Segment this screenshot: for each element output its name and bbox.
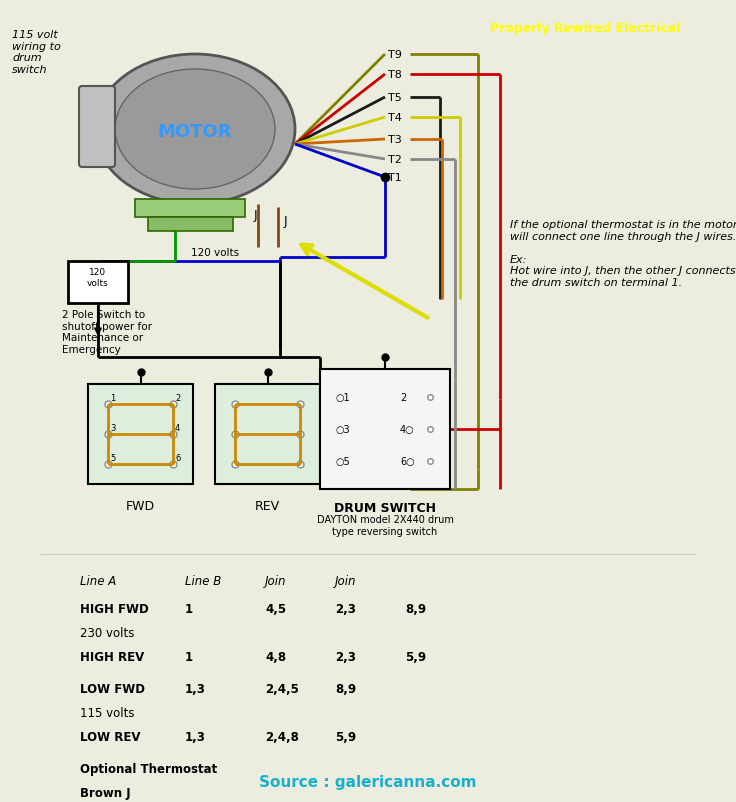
Text: 115 volts: 115 volts [80,706,135,719]
Bar [148,217,233,232]
Text: 2: 2 [175,394,180,403]
Text: T1: T1 [388,172,402,183]
Text: 1: 1 [185,650,193,663]
Text: T2: T2 [388,155,402,164]
Text: HIGH REV: HIGH REV [80,650,144,663]
Text: 120 volts: 120 volts [191,248,239,257]
Text: T3: T3 [388,135,402,145]
Text: LOW REV: LOW REV [80,730,141,743]
Text: Brown J: Brown J [80,786,130,799]
Text: ○3: ○3 [335,424,350,435]
Text: 1: 1 [185,602,193,615]
Text: 8,9: 8,9 [405,602,426,615]
Text: 2,3: 2,3 [335,602,356,615]
Text: T8: T8 [388,70,402,80]
Text: ○5: ○5 [335,456,350,467]
Text: 2: 2 [400,392,406,403]
Text: DAYTON model 2X440 drum
type reversing switch: DAYTON model 2X440 drum type reversing s… [316,514,453,536]
Text: T4: T4 [388,113,402,123]
Text: 115 volt
wiring to
drum
switch: 115 volt wiring to drum switch [12,30,61,75]
Text: Source : galericanna.com: Source : galericanna.com [259,774,477,789]
Text: 4○: 4○ [400,424,414,435]
Text: 230 volts: 230 volts [80,626,135,639]
Text: Join: Join [335,574,356,587]
Text: MOTOR: MOTOR [158,123,233,141]
Bar [135,200,245,217]
Text: 4: 4 [175,423,180,432]
Text: Join: Join [265,574,286,587]
Text: T9: T9 [388,50,402,60]
Text: 4,5: 4,5 [265,602,286,615]
Text: J: J [283,215,287,229]
Text: Optional Thermostat: Optional Thermostat [80,762,217,775]
Text: Properly Rewired Electrical: Properly Rewired Electrical [490,22,680,35]
Text: 1,3: 1,3 [185,730,206,743]
Text: ○1: ○1 [335,392,350,403]
Text: REV: REV [255,500,280,512]
Text: 2 Pole Switch to
shutoff power for
Maintenance or
Emergency: 2 Pole Switch to shutoff power for Maint… [62,310,152,354]
Text: J: J [253,209,257,221]
Text: Line A: Line A [80,574,116,587]
Text: 2,4,8: 2,4,8 [265,730,299,743]
Text: DRUM SWITCH: DRUM SWITCH [334,501,436,514]
Text: 2,4,5: 2,4,5 [265,683,299,695]
Text: 6○: 6○ [400,456,414,467]
Text: 8,9: 8,9 [335,683,356,695]
Text: 3: 3 [110,423,116,432]
Ellipse shape [115,70,275,190]
Text: 120
volts: 120 volts [87,268,109,287]
Text: 1,3: 1,3 [185,683,206,695]
Bar [68,261,128,304]
Text: FWD: FWD [126,500,155,512]
Text: LOW FWD: LOW FWD [80,683,145,695]
Ellipse shape [95,55,295,205]
Text: T5: T5 [388,93,402,103]
Bar [215,384,320,484]
Text: Line B: Line B [185,574,222,587]
Text: 4,8: 4,8 [265,650,286,663]
Text: 2,3: 2,3 [335,650,356,663]
FancyBboxPatch shape [79,87,115,168]
Bar [88,384,193,484]
Text: 6: 6 [175,453,180,463]
Text: 5,9: 5,9 [335,730,356,743]
Text: HIGH FWD: HIGH FWD [80,602,149,615]
Text: 1: 1 [110,394,116,403]
Text: 5: 5 [110,453,116,463]
Bar [320,370,450,489]
Text: If the optional thermostat is in the motor, you
will connect one line through th: If the optional thermostat is in the mot… [510,220,736,288]
Text: 5,9: 5,9 [405,650,426,663]
